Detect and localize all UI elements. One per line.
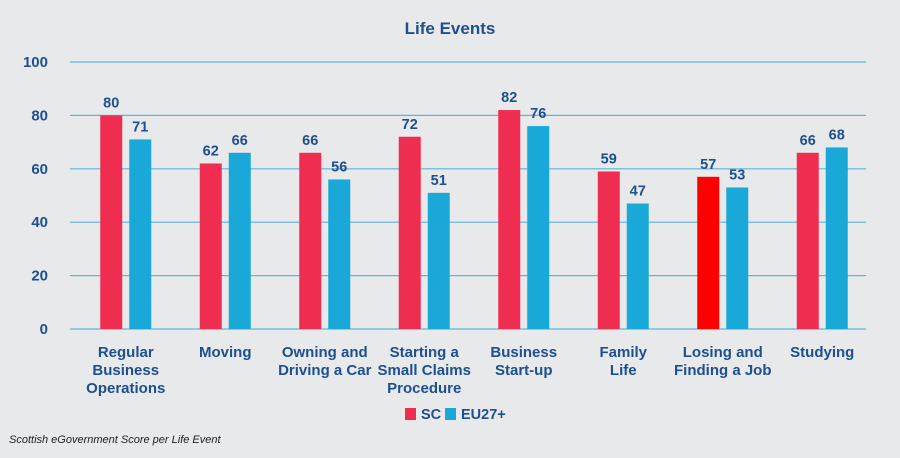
- x-tick-label: Owning and: [282, 344, 368, 361]
- y-tick-label: 20: [31, 268, 48, 285]
- legend-swatch-eu27: [445, 408, 456, 420]
- y-tick-label: 80: [31, 107, 48, 124]
- data-label: 56: [331, 159, 347, 175]
- x-tick-label: Regular: [98, 344, 154, 361]
- x-tick-label: Small Claims: [378, 362, 471, 379]
- x-tick-label: Business: [490, 344, 557, 361]
- bar-eu27: [427, 192, 450, 329]
- x-tick-label: Business: [92, 362, 159, 379]
- bar-eu27: [328, 179, 351, 329]
- x-tick-label: Driving a Car: [278, 362, 372, 379]
- bar-sc: [398, 136, 421, 329]
- bar-sc: [597, 171, 620, 329]
- x-tick-label: Life: [610, 362, 637, 379]
- y-tick-label: 60: [31, 161, 48, 178]
- data-label: 66: [232, 133, 248, 149]
- data-label: 62: [203, 143, 219, 159]
- bar-eu27: [726, 187, 749, 329]
- bar-eu27: [228, 152, 251, 329]
- data-label: 51: [431, 173, 447, 189]
- data-label: 68: [829, 127, 845, 143]
- bar-eu27: [129, 139, 152, 329]
- y-tick-label: 0: [40, 321, 48, 338]
- chart-caption: Scottish eGovernment Score per Life Even…: [9, 434, 221, 446]
- bar-eu27: [527, 126, 550, 329]
- x-tick-label: Starting a: [390, 344, 460, 361]
- data-label: 59: [601, 151, 617, 167]
- y-tick-label: 40: [31, 214, 48, 231]
- bar-sc: [498, 110, 521, 329]
- y-tick-label: 100: [23, 54, 48, 71]
- legend-label: SC: [421, 407, 442, 423]
- data-label: 72: [402, 117, 418, 133]
- data-label: 66: [302, 133, 318, 149]
- x-tick-label: Finding a Job: [674, 362, 772, 379]
- chart-title: Life Events: [405, 19, 496, 38]
- legend-swatch-sc: [405, 408, 416, 420]
- data-label: 76: [530, 106, 546, 122]
- data-label: 66: [800, 133, 816, 149]
- bar-sc: [199, 163, 222, 329]
- bar-eu27: [825, 147, 848, 329]
- data-label: 80: [103, 95, 119, 111]
- bar-sc: [796, 152, 819, 329]
- data-label: 47: [630, 184, 646, 200]
- x-tick-label: Start-up: [495, 362, 553, 379]
- bar-sc: [100, 115, 123, 330]
- x-tick-label: Family: [599, 344, 647, 361]
- x-tick-label: Operations: [86, 380, 165, 397]
- data-label: 53: [729, 167, 745, 183]
- x-tick-label: Moving: [199, 344, 252, 361]
- legend-label: EU27+: [461, 407, 506, 423]
- x-tick-label: Procedure: [387, 380, 461, 397]
- bar-sc: [697, 176, 720, 329]
- bar-sc: [299, 152, 322, 329]
- bar-eu27: [626, 203, 649, 329]
- data-label: 82: [501, 90, 517, 106]
- data-label: 71: [132, 119, 148, 135]
- x-tick-label: Studying: [790, 344, 854, 361]
- data-label: 57: [700, 157, 716, 173]
- x-tick-label: Losing and: [683, 344, 763, 361]
